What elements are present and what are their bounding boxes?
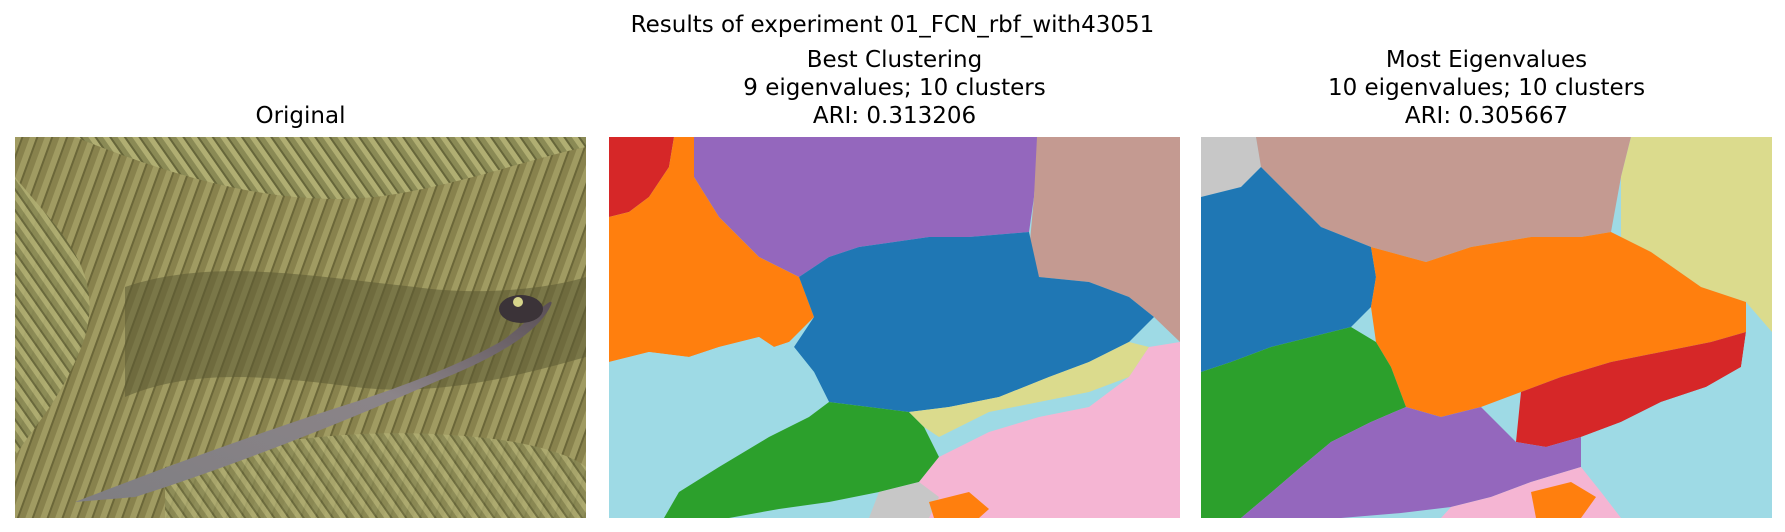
segment-cyan: [1581, 332, 1772, 518]
original-photo-svg: [15, 137, 586, 518]
segment-green: [1201, 327, 1406, 518]
segment-green: [664, 402, 939, 518]
most-eigenvalues-svg: [1201, 137, 1772, 518]
segment-blue: [1201, 167, 1376, 372]
segment-orange: [609, 137, 814, 362]
segment-olive: [909, 342, 1149, 437]
best-clustering-image: [609, 137, 1180, 518]
panel-title-line: ARI: 0.305667: [1404, 103, 1569, 129]
segment-brown: [1029, 137, 1180, 342]
best-clustering-svg: [609, 137, 1180, 518]
segment-orange-patch: [929, 492, 989, 518]
segment-orange-patch: [1531, 482, 1596, 518]
segment-red: [609, 137, 674, 217]
panel-title-line: Best Clustering: [806, 47, 983, 73]
segment-olive: [1621, 137, 1772, 332]
segment-orange: [1371, 232, 1746, 417]
most-eigenvalues-image: [1201, 137, 1772, 518]
panel-title-most-eigenvalues: Most Eigenvalues 10 eigenvalues; 10 clus…: [1201, 46, 1772, 130]
panel-title-line: 10 eigenvalues; 10 clusters: [1327, 75, 1646, 101]
segment-red: [1516, 332, 1746, 447]
segment-purple: [1241, 407, 1581, 518]
segment-gray: [869, 482, 939, 518]
segment-pink: [919, 342, 1180, 518]
panel-title-line: Most Eigenvalues: [1385, 47, 1588, 73]
segment-blue: [794, 232, 1154, 412]
figure-suptitle: Results of experiment 01_FCN_rbf_with430…: [630, 12, 1155, 38]
segment-purple: [694, 137, 1039, 277]
segment-brown: [1256, 137, 1631, 262]
panel-title-best-clustering: Best Clustering 9 eigenvalues; 10 cluste…: [609, 46, 1180, 130]
panel-title-line: ARI: 0.313206: [812, 103, 977, 129]
panel-title-line: 9 eigenvalues; 10 clusters: [743, 75, 1046, 101]
original-image: [15, 137, 586, 518]
panel-title-original: Original: [15, 102, 586, 130]
panel-title-line: Original: [255, 103, 346, 129]
segment-cyan: [609, 337, 829, 518]
